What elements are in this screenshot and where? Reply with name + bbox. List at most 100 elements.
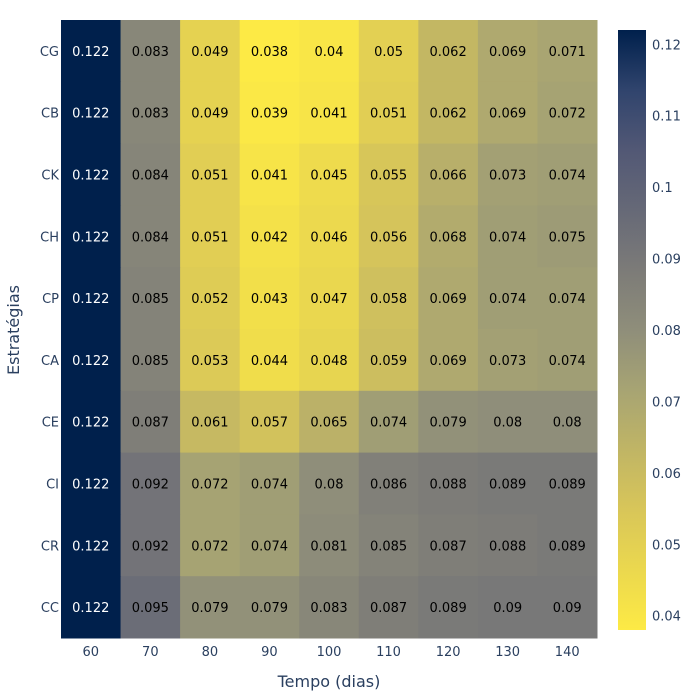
cell-label-CE-90: 0.057 — [251, 416, 288, 431]
cell-label-CP-120: 0.069 — [430, 292, 467, 307]
heatmap-cell-CH-60 — [61, 205, 122, 268]
cell-label-CA-60: 0.122 — [72, 354, 109, 369]
y-tick-label-CC: CC — [41, 601, 59, 616]
heatmap-cell-CG-110 — [358, 20, 419, 83]
x-axis-ticks: 60 70 80 90 100 110 120 130 140 — [83, 645, 580, 660]
cell-label-CH-90: 0.042 — [251, 230, 288, 245]
heatmap-cell-CA-60 — [61, 329, 122, 392]
cell-label-CG-120: 0.062 — [430, 45, 467, 60]
x-tick-label-70: 70 — [142, 645, 159, 660]
heatmap-cell-CB-140 — [537, 81, 598, 145]
heatmap-cell-CH-90 — [239, 205, 300, 268]
heatmap-cell-CC-120 — [418, 576, 479, 639]
heatmap-cell-CG-80 — [180, 20, 241, 83]
y-axis-title: Estratégias — [4, 285, 23, 375]
heatmap-cell-CK-130 — [477, 143, 538, 206]
y-tick-label-CE: CE — [42, 416, 59, 431]
cell-label-CA-120: 0.069 — [430, 354, 467, 369]
heatmap-cell-CR-70 — [120, 514, 181, 577]
cell-label-CA-130: 0.073 — [489, 354, 526, 369]
cell-label-CH-80: 0.051 — [191, 230, 228, 245]
cell-label-CE-100: 0.065 — [310, 416, 347, 431]
cell-label-CK-100: 0.045 — [310, 169, 347, 184]
heatmap-cell-CA-130 — [477, 329, 538, 392]
cell-label-CI-110: 0.086 — [370, 478, 407, 493]
x-tick-label-80: 80 — [202, 645, 219, 660]
cell-label-CB-90: 0.039 — [251, 107, 288, 122]
heatmap-cell-CK-70 — [120, 143, 181, 206]
cell-label-CR-110: 0.085 — [370, 539, 407, 554]
cell-label-CC-80: 0.079 — [191, 601, 228, 616]
heatmap-cell-CA-70 — [120, 329, 181, 392]
cell-label-CH-100: 0.046 — [310, 230, 347, 245]
heatmap-cell-CP-120 — [418, 267, 479, 330]
heatmap-cell-CC-130 — [477, 576, 538, 639]
heatmap-cell-CH-120 — [418, 205, 479, 268]
cell-label-CR-120: 0.087 — [430, 539, 467, 554]
heatmap-cell-CE-100 — [299, 390, 360, 454]
cell-label-CG-70: 0.083 — [132, 45, 169, 60]
cell-label-CG-90: 0.038 — [251, 45, 288, 60]
heatmap-cell-CG-100 — [299, 20, 360, 83]
heatmap-cell-CR-60 — [61, 514, 122, 577]
colorbar-tick-0.09: 0.09 — [652, 253, 681, 268]
cell-label-CP-100: 0.047 — [310, 292, 347, 307]
cell-label-CK-130: 0.073 — [489, 169, 526, 184]
heatmap-cell-CC-80 — [180, 576, 241, 639]
heatmap-cell-CH-110 — [358, 205, 419, 268]
heatmap-cell-CB-80 — [180, 81, 241, 145]
heatmap-cell-CG-130 — [477, 20, 538, 83]
heatmap-cell-CA-90 — [239, 329, 300, 392]
heatmap-cell-CR-110 — [358, 514, 419, 577]
cell-label-CP-130: 0.074 — [489, 292, 526, 307]
cell-label-CI-90: 0.074 — [251, 478, 288, 493]
cell-label-CA-80: 0.053 — [191, 354, 228, 369]
cell-label-CG-140: 0.071 — [549, 45, 586, 60]
cell-label-CR-140: 0.089 — [549, 539, 586, 554]
cell-label-CR-70: 0.092 — [132, 539, 169, 554]
cell-label-CP-140: 0.074 — [549, 292, 586, 307]
heatmap-cell-CG-90 — [239, 20, 300, 83]
heatmap-cell-CB-90 — [239, 81, 300, 145]
y-tick-label-CP: CP — [42, 292, 59, 307]
heatmap-cell-CA-110 — [358, 329, 419, 392]
heatmap-cell-CC-70 — [120, 576, 181, 639]
cell-label-CR-100: 0.081 — [310, 539, 347, 554]
cell-label-CH-70: 0.084 — [132, 230, 169, 245]
heatmap-cell-CK-90 — [239, 143, 300, 206]
y-tick-label-CB: CB — [41, 107, 59, 122]
cell-label-CK-60: 0.122 — [72, 169, 109, 184]
heatmap-cell-CI-100 — [299, 452, 360, 515]
heatmap-cell-CP-60 — [61, 267, 122, 330]
heatmap-cell-CK-120 — [418, 143, 479, 206]
heatmap-cell-CR-80 — [180, 514, 241, 577]
cell-label-CP-60: 0.122 — [72, 292, 109, 307]
heatmap-cell-CP-140 — [537, 267, 598, 330]
heatmap-cell-CC-110 — [358, 576, 419, 639]
heatmap-cell-CE-110 — [358, 390, 419, 454]
heatmap-cell-CA-80 — [180, 329, 241, 392]
colorbar-tick-0.05: 0.05 — [652, 538, 681, 553]
cell-label-CR-130: 0.088 — [489, 539, 526, 554]
cell-label-CE-130: 0.08 — [493, 416, 522, 431]
heatmap-cell-CP-70 — [120, 267, 181, 330]
heatmap-cell-CA-100 — [299, 329, 360, 392]
heatmap-cell-CA-120 — [418, 329, 479, 392]
heatmap-cell-CC-60 — [61, 576, 122, 639]
heatmap-cell-CI-130 — [477, 452, 538, 515]
cell-label-CE-70: 0.087 — [132, 416, 169, 431]
heatmap-cell-CE-120 — [418, 390, 479, 454]
heatmap-cell-CE-130 — [477, 390, 538, 454]
cell-label-CR-60: 0.122 — [72, 539, 109, 554]
cell-label-CI-130: 0.089 — [489, 478, 526, 493]
cell-label-CH-140: 0.075 — [549, 230, 586, 245]
cell-label-CA-110: 0.059 — [370, 354, 407, 369]
colorbar-tick-0.08: 0.08 — [652, 324, 681, 339]
cell-label-CC-100: 0.083 — [310, 601, 347, 616]
heatmap-cell-CP-80 — [180, 267, 241, 330]
heatmap-cell-CI-90 — [239, 452, 300, 515]
heatmap-cell-CH-70 — [120, 205, 181, 268]
cell-label-CE-120: 0.079 — [430, 416, 467, 431]
heatmap-cell-CE-140 — [537, 390, 598, 454]
